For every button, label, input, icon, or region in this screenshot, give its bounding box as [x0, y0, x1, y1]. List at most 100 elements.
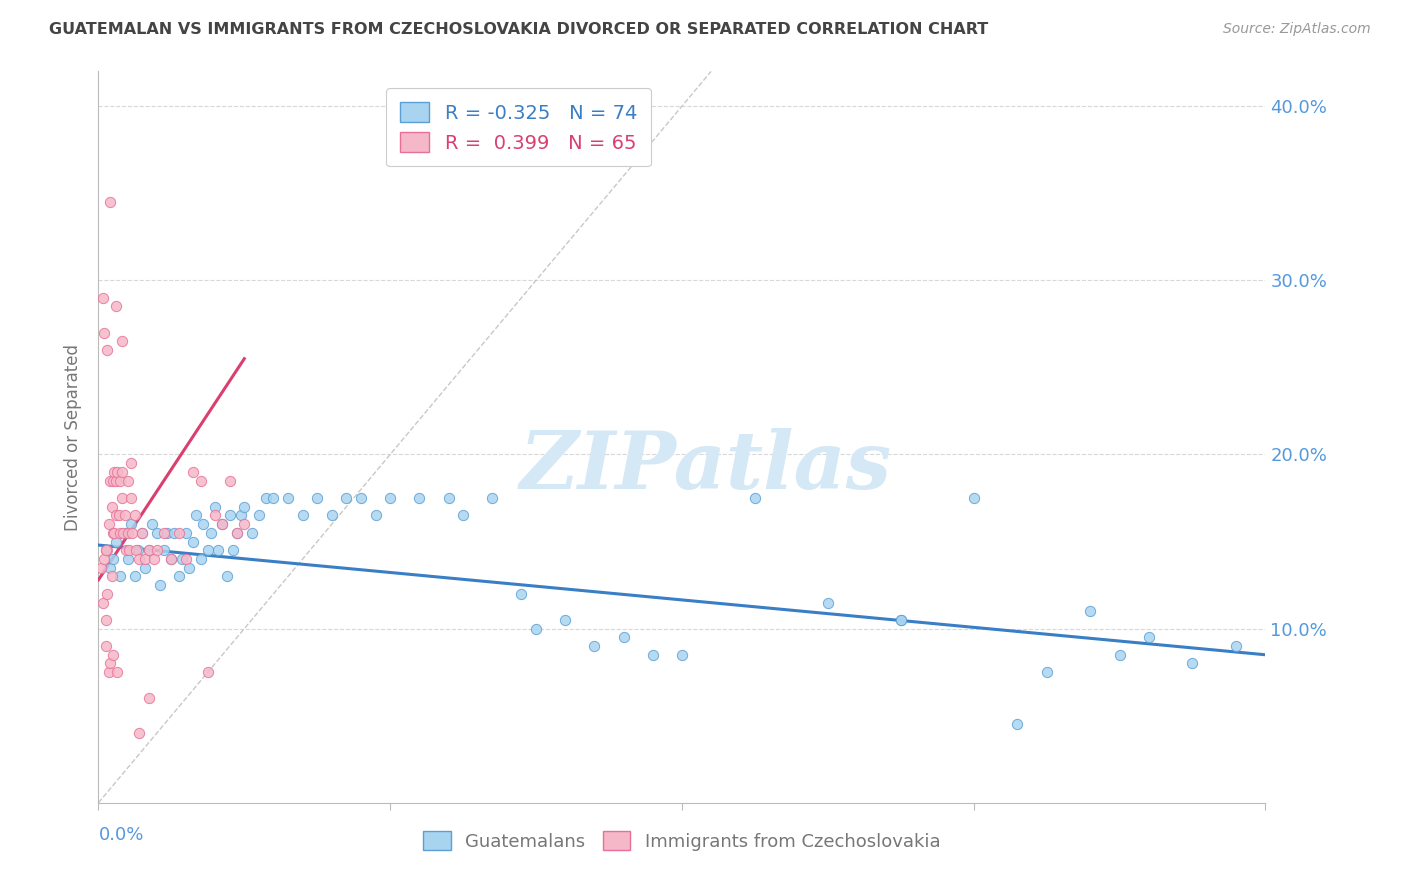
Text: 0.0%: 0.0%: [98, 826, 143, 844]
Point: [186, 508, 208, 523]
Point: [380, 491, 402, 505]
Point: [181, 465, 204, 479]
Point: [962, 491, 984, 505]
Point: [110, 474, 132, 488]
Point: [211, 517, 233, 532]
Point: [226, 525, 249, 540]
Point: [131, 525, 153, 540]
Point: [125, 543, 148, 558]
Point: [97, 517, 120, 532]
Point: [96, 543, 118, 558]
Point: [221, 543, 243, 558]
Point: [177, 560, 200, 574]
Point: [197, 665, 219, 680]
Point: [138, 543, 160, 558]
Point: [321, 508, 343, 523]
Point: [350, 491, 373, 505]
Point: [91, 291, 114, 305]
Legend: Guatemalans, Immigrants from Czechoslovakia: Guatemalans, Immigrants from Czechoslova…: [415, 822, 949, 860]
Point: [127, 543, 149, 558]
Point: [1080, 604, 1102, 618]
Point: [98, 194, 121, 209]
Point: [114, 525, 136, 540]
Point: [510, 587, 533, 601]
Point: [101, 648, 124, 662]
Point: [104, 508, 127, 523]
Point: [93, 326, 115, 340]
Point: [240, 525, 263, 540]
Point: [100, 500, 122, 514]
Point: [128, 726, 150, 740]
Point: [124, 508, 146, 523]
Point: [98, 560, 121, 574]
Text: Source: ZipAtlas.com: Source: ZipAtlas.com: [1223, 22, 1371, 37]
Point: [103, 525, 125, 540]
Point: [120, 456, 142, 470]
Point: [291, 508, 314, 523]
Point: [104, 474, 127, 488]
Point: [101, 552, 124, 566]
Point: [134, 560, 156, 574]
Point: [231, 508, 253, 523]
Point: [1035, 665, 1057, 680]
Y-axis label: Divorced or Separated: Divorced or Separated: [65, 343, 83, 531]
Point: [817, 595, 839, 609]
Point: [262, 491, 284, 505]
Point: [307, 491, 329, 505]
Point: [120, 491, 142, 505]
Point: [153, 543, 176, 558]
Point: [97, 665, 120, 680]
Point: [671, 648, 693, 662]
Point: [190, 552, 212, 566]
Point: [131, 525, 153, 540]
Point: [103, 465, 125, 479]
Point: [160, 552, 183, 566]
Point: [1225, 639, 1247, 653]
Point: [211, 517, 233, 532]
Point: [117, 525, 139, 540]
Point: [215, 569, 238, 583]
Point: [114, 508, 136, 523]
Point: [170, 552, 193, 566]
Point: [583, 639, 606, 653]
Point: [104, 534, 127, 549]
Point: [110, 569, 132, 583]
Point: [120, 517, 142, 532]
Point: [197, 543, 219, 558]
Point: [1181, 657, 1204, 671]
Point: [117, 552, 139, 566]
Point: [167, 569, 190, 583]
Point: [101, 474, 124, 488]
Point: [218, 508, 240, 523]
Point: [146, 525, 169, 540]
Point: [124, 569, 146, 583]
Point: [233, 517, 256, 532]
Point: [204, 500, 226, 514]
Point: [128, 552, 150, 566]
Point: [524, 622, 547, 636]
Point: [612, 631, 634, 645]
Point: [408, 491, 430, 505]
Point: [163, 525, 186, 540]
Point: [364, 508, 387, 523]
Point: [437, 491, 460, 505]
Point: [181, 534, 204, 549]
Point: [204, 508, 226, 523]
Point: [121, 525, 143, 540]
Point: [218, 474, 240, 488]
Point: [200, 525, 222, 540]
Point: [1007, 717, 1029, 731]
Text: ZIPatlas: ZIPatlas: [519, 427, 891, 505]
Point: [146, 543, 169, 558]
Point: [641, 648, 664, 662]
Point: [111, 465, 134, 479]
Point: [174, 525, 197, 540]
Point: [98, 657, 121, 671]
Point: [94, 639, 117, 653]
Point: [1108, 648, 1130, 662]
Point: [138, 691, 160, 706]
Point: [233, 500, 256, 514]
Point: [94, 543, 117, 558]
Point: [247, 508, 270, 523]
Point: [105, 465, 128, 479]
